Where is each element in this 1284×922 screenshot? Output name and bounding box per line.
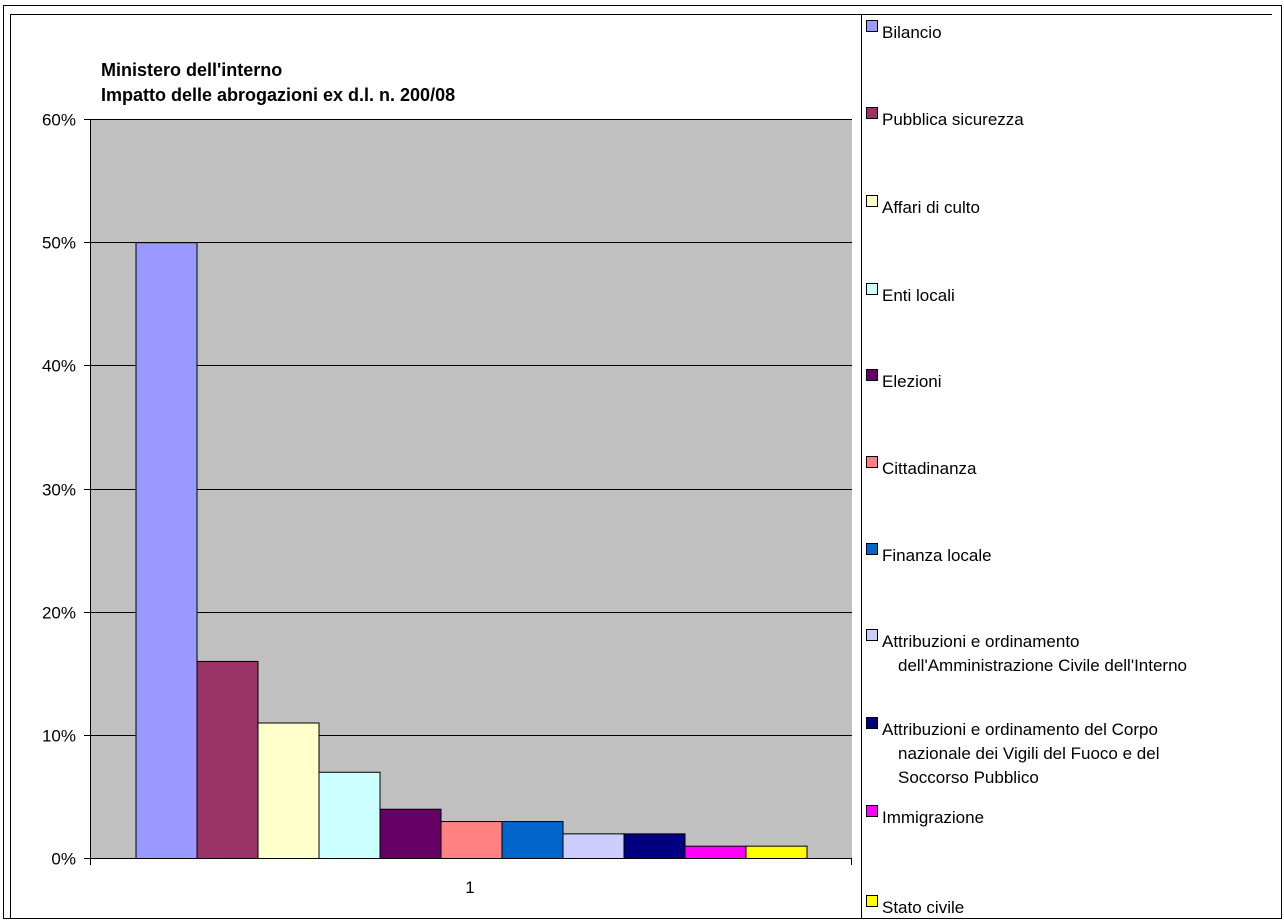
legend-label-7: Finanza locale: [882, 546, 992, 565]
chart-title-line-2: Impatto delle abrogazioni ex d.l. n. 200…: [101, 85, 455, 105]
bars: [135, 242, 808, 860]
legend: Bilancio Pubblica sicurezza Affari di cult…: [866, 20, 1187, 917]
y-tick-labels: 0% 10% 20% 30% 40% 50% 60%: [42, 111, 90, 869]
y-tick-label: 10%: [42, 727, 76, 746]
y-tick-label: 40%: [42, 357, 76, 376]
legend-swatch-3: [866, 195, 878, 207]
bar-8: [562, 833, 625, 859]
bar-6: [440, 821, 503, 859]
bar-2: [196, 660, 259, 860]
legend-swatch-11: [866, 895, 878, 907]
legend-label-9: Attribuzioni e ordinamento del Corpo: [882, 720, 1158, 739]
y-tick-label: 50%: [42, 234, 76, 253]
bar-7: [501, 821, 564, 859]
legend-swatch-4: [866, 283, 878, 295]
legend-label-9: Soccorso Pubblico: [898, 768, 1039, 787]
y-tick-label: 60%: [42, 111, 76, 130]
bar-11: [745, 845, 808, 860]
legend-label-3: Affari di culto: [882, 198, 980, 217]
y-tick-label: 20%: [42, 604, 76, 623]
legend-label-10: Immigrazione: [882, 808, 984, 827]
legend-swatch-7: [866, 543, 878, 555]
legend-label-1: Bilancio: [882, 23, 942, 42]
legend-label-6: Cittadinanza: [882, 459, 977, 478]
legend-swatch-1: [866, 20, 878, 32]
bar-5: [379, 808, 442, 860]
legend-label-11: Stato civile: [882, 898, 964, 917]
y-tick-label: 0%: [51, 850, 76, 869]
bar-1: [135, 242, 198, 859]
legend-swatch-2: [866, 107, 878, 119]
legend-label-2: Pubblica sicurezza: [882, 110, 1024, 129]
gridlines: [90, 119, 852, 736]
legend-swatch-8: [866, 629, 878, 641]
axes: [84, 119, 852, 865]
bar-10: [684, 845, 747, 860]
legend-label-4: Enti locali: [882, 286, 955, 305]
legend-swatch-9: [866, 717, 878, 729]
chart-title-line-1: Ministero dell'interno: [101, 60, 282, 80]
legend-label-9: nazionale dei Vigili del Fuoco e del: [898, 744, 1159, 763]
legend-label-8: dell'Amministrazione Civile dell'Interno: [898, 656, 1187, 675]
bar-9: [623, 833, 686, 859]
x-category-label: 1: [465, 878, 474, 897]
legend-swatch-10: [866, 805, 878, 817]
legend-swatch-6: [866, 456, 878, 468]
legend-label-5: Elezioni: [882, 372, 942, 391]
legend-swatch-5: [866, 369, 878, 381]
y-tick-label: 30%: [42, 481, 76, 500]
legend-label-8: Attribuzioni e ordinamento: [882, 632, 1080, 651]
bar-3: [257, 722, 320, 859]
bar-4: [318, 771, 381, 859]
